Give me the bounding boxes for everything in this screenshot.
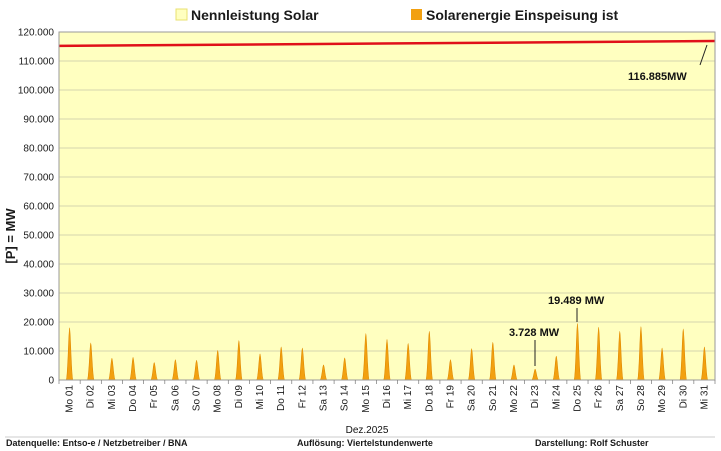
- x-tick-label: Sa 13: [319, 385, 330, 412]
- x-tick-label: Mo 29: [657, 385, 668, 413]
- x-tick-label: Di 09: [234, 385, 245, 409]
- x-tick-label: Di 02: [86, 385, 97, 409]
- legend-label-nennleistung: Nennleistung Solar: [191, 7, 319, 23]
- feed-peak-mi-17: [404, 343, 413, 381]
- footer-source: Datenquelle: Entso-e / Netzbetreiber / B…: [6, 438, 188, 448]
- y-tick-label: 10.000: [23, 347, 54, 358]
- feed-peak-mo-29: [658, 347, 666, 381]
- feed-peak-so-28: [637, 326, 645, 381]
- footer-resolution: Auflösung: Viertelstundenwerte: [297, 438, 433, 448]
- y-tick-label: 40.000: [23, 260, 54, 271]
- x-axis-ticks: Mo 01 Di 02 Mi 03 Do 04 Fr 05 Sa 06 So 07 Mo 08…: [58, 380, 716, 413]
- feed-peak-do-25: [573, 323, 582, 381]
- feed-peak-fr-05: [150, 362, 159, 381]
- annotation-capacity: 116.885MW: [628, 71, 687, 83]
- legend-swatch-einspeisung: [411, 9, 422, 20]
- x-tick-label: Do 04: [128, 385, 139, 412]
- y-tick-label: 70.000: [23, 173, 54, 184]
- x-tick-label: Mi 17: [403, 385, 414, 410]
- feed-peak-fr-19: [446, 359, 455, 381]
- feed-peak-mo-08: [213, 350, 222, 381]
- x-tick-label: Mo 22: [509, 385, 520, 413]
- x-tick-label: So 28: [636, 385, 647, 412]
- feed-peak-do-11: [277, 346, 286, 381]
- x-tick-label: Fr 26: [594, 385, 605, 409]
- feed-peak-fr-26: [594, 326, 603, 381]
- plot-border: [58, 31, 716, 381]
- y-axis-ticks: 0 10.000 20.000 30.000 40.000 50.000 60.000 70.…: [18, 28, 55, 387]
- feed-peak-do-04: [129, 357, 137, 381]
- feed-peak-di-30: [679, 328, 688, 381]
- x-tick-label: Do 25: [572, 385, 583, 412]
- feed-peak-sa-27: [615, 330, 624, 381]
- y-tick-label: 20.000: [23, 318, 54, 329]
- feed-peak-sa-13: [319, 364, 328, 381]
- footer-author: Darstellung: Rolf Schuster: [535, 438, 649, 448]
- annotation-max-feed: 19.489 MW: [548, 295, 605, 307]
- feed-peak-di-09: [234, 340, 243, 381]
- feed-peak-mi-10: [256, 353, 264, 381]
- x-tick-label: Di 23: [530, 385, 541, 409]
- x-tick-label: Mi 03: [107, 385, 118, 410]
- x-tick-label: Sa 27: [615, 385, 626, 412]
- feed-peak-di-02: [86, 342, 95, 381]
- feed-peak-fr-12: [298, 347, 307, 381]
- nennleistung-line: [58, 39, 716, 48]
- feed-peak-so-21: [488, 341, 497, 381]
- x-tick-label: Fr 12: [297, 385, 308, 409]
- x-tick-label: Mi 24: [551, 385, 562, 410]
- feed-peak-sa-20: [467, 348, 476, 381]
- y-tick-label: 120.000: [18, 28, 55, 39]
- x-tick-label: Fr 19: [445, 385, 456, 409]
- feed-peak-mo-01: [65, 327, 74, 381]
- y-tick-label: 80.000: [23, 144, 54, 155]
- x-tick-label: Do 11: [276, 385, 287, 411]
- feed-peak-mo-22: [510, 364, 518, 381]
- y-tick-label: 50.000: [23, 231, 54, 242]
- x-tick-label: Do 18: [424, 385, 435, 412]
- feed-peak-do-18: [425, 330, 434, 381]
- x-tick-label: Mo 15: [361, 385, 372, 413]
- feed-peak-di-23: [531, 368, 539, 381]
- x-tick-label: So 07: [192, 385, 203, 412]
- feed-peak-mi-24: [552, 355, 561, 381]
- feed-peak-sa-06: [171, 359, 180, 381]
- x-tick-label: Di 16: [382, 385, 393, 409]
- annotation-leader-capacity: [699, 44, 708, 66]
- annotation-min-feed: 3.728 MW: [509, 327, 560, 339]
- y-axis-title: [P] = MW: [3, 208, 18, 264]
- x-tick-label: Mi 31: [699, 385, 710, 410]
- feed-peak-mi-03: [108, 357, 116, 381]
- x-tick-label: Mo 08: [213, 385, 224, 413]
- feed-peak-mi-31: [700, 346, 709, 381]
- feed-peak-di-16: [383, 339, 391, 381]
- x-axis-title: Dez.2025: [346, 425, 389, 436]
- x-tick-label: Mo 01: [65, 385, 76, 413]
- legend-swatch-nennleistung: [175, 8, 188, 21]
- y-tick-label: 30.000: [23, 289, 54, 300]
- x-tick-label: Sa 20: [467, 385, 478, 412]
- y-tick-label: 100.000: [18, 86, 55, 97]
- x-tick-label: Sa 06: [170, 385, 181, 412]
- x-tick-label: So 14: [340, 385, 351, 412]
- y-tick-label: 60.000: [23, 202, 54, 213]
- x-tick-label: So 21: [488, 385, 499, 412]
- feed-peak-so-07: [192, 359, 201, 381]
- y-tick-label: 0: [48, 376, 54, 387]
- feed-peak-so-14: [340, 357, 349, 381]
- y-tick-label: 90.000: [23, 115, 54, 126]
- einspeisung-series: [65, 323, 709, 381]
- x-tick-label: Fr 05: [149, 385, 160, 409]
- y-tick-label: 110.000: [19, 57, 55, 68]
- feed-peak-mo-15: [361, 333, 370, 381]
- x-tick-label: Mi 10: [255, 385, 266, 410]
- x-tick-label: Di 30: [678, 385, 689, 409]
- legend-label-einspeisung: Solarenergie Einspeisung ist: [426, 7, 619, 23]
